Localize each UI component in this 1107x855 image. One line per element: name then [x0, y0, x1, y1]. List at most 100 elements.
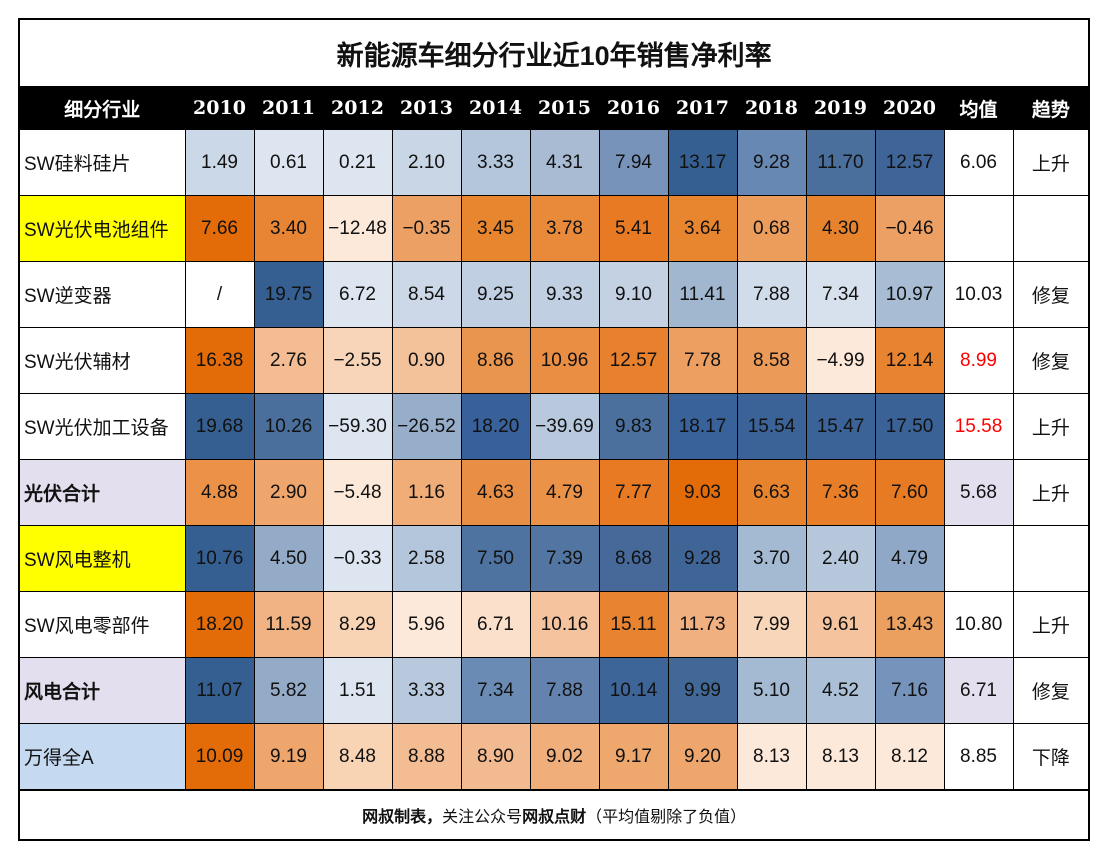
heatmap-cell: 0.90 — [391, 327, 462, 394]
footer-row: 网叔制表，关注公众号网叔点财（平均值剔除了负值） — [17, 789, 1091, 841]
trend-cell: 上升 — [1012, 459, 1090, 526]
column-header: 2010 — [184, 86, 255, 130]
average-cell: 8.99 — [943, 327, 1014, 394]
heatmap-cell: 7.66 — [184, 195, 255, 262]
column-header: 细分行业 — [18, 86, 186, 130]
heatmap-cell: 4.31 — [529, 129, 600, 196]
table-row: SW风电整机 10.76 4.50 −0.33 2.58 7.50 7.39 8.68 9.28… — [18, 525, 1090, 592]
heatmap-cell: 5.96 — [391, 591, 462, 658]
heatmap-cell: 5.82 — [253, 657, 324, 724]
heatmap-cell: 18.20 — [184, 591, 255, 658]
heatmap-cell: 3.45 — [460, 195, 531, 262]
heatmap-cell: / — [184, 261, 255, 328]
row-label: SW光伏辅材 — [18, 327, 186, 394]
average-cell: 8.85 — [943, 723, 1014, 791]
average-cell: 6.71 — [943, 657, 1014, 724]
heatmap-cell: 3.40 — [253, 195, 324, 262]
column-header: 2018 — [736, 86, 807, 130]
column-header: 趋势 — [1012, 86, 1090, 130]
table-title: 新能源车细分行业近10年销售净利率 — [17, 18, 1091, 87]
column-header: 2016 — [598, 86, 669, 130]
heatmap-cell: 4.88 — [184, 459, 255, 526]
heatmap-cell: 3.78 — [529, 195, 600, 262]
column-header: 2019 — [805, 86, 876, 130]
heatmap-cell: 9.02 — [529, 723, 600, 791]
row-label: SW光伏电池组件 — [18, 195, 186, 262]
heatmap-cell: 10.96 — [529, 327, 600, 394]
heatmap-cell: 6.71 — [460, 591, 531, 658]
row-label: 光伏合计 — [18, 459, 186, 526]
heatmap-cell: 9.99 — [667, 657, 738, 724]
column-header: 2013 — [391, 86, 462, 130]
heatmap-cell: 8.88 — [391, 723, 462, 791]
heatmap-cell: 13.17 — [667, 129, 738, 196]
footer-account: 网叔点财 — [522, 807, 587, 826]
heatmap-cell: 3.33 — [460, 129, 531, 196]
table-row: SW逆变器/19.75 6.72 8.54 9.25 9.33 9.10 11.41 7.88… — [18, 261, 1090, 328]
heatmap-cell: 2.40 — [805, 525, 876, 592]
heatmap-cell: 9.10 — [598, 261, 669, 328]
average-cell — [943, 525, 1014, 592]
trend-cell — [1012, 525, 1090, 592]
heatmap-cell: 7.77 — [598, 459, 669, 526]
heatmap-cell: 7.60 — [874, 459, 945, 526]
heatmap-cell: 9.17 — [598, 723, 669, 791]
heatmap-cell: 11.41 — [667, 261, 738, 328]
header-row: 细分行业 2010 2011 2012 2013 2014 2015 2016 2017 2018… — [18, 86, 1090, 130]
table-row: SW光伏电池组件 7.66 3.40 −12.48 −0.35 3.45 3.78 5.41 3… — [18, 195, 1090, 262]
footer-remark: （平均值剔除了负值） — [586, 807, 747, 826]
heatmap-cell: 3.70 — [736, 525, 807, 592]
footer-author: 网叔制表， — [362, 807, 443, 826]
trend-cell: 上升 — [1012, 591, 1090, 658]
heatmap-cell: 6.63 — [736, 459, 807, 526]
heatmap-cell: 18.20 — [460, 393, 531, 460]
heatmap-cell: 7.88 — [736, 261, 807, 328]
trend-cell — [1012, 195, 1090, 262]
profit-margin-table: 新能源车细分行业近10年销售净利率 细分行业 2010 2011 2012 2013 20… — [17, 18, 1091, 841]
trend-cell: 修复 — [1012, 261, 1090, 328]
heatmap-cell: 8.13 — [805, 723, 876, 791]
table-row: SW风电零部件 18.20 11.59 8.29 5.96 6.71 10.16 15.11 1… — [18, 591, 1090, 658]
heatmap-cell: 9.28 — [736, 129, 807, 196]
trend-cell: 下降 — [1012, 723, 1090, 791]
heatmap-cell: 9.25 — [460, 261, 531, 328]
profit-margin-table-container: 新能源车细分行业近10年销售净利率 细分行业 2010 2011 2012 2013 20… — [17, 18, 1091, 841]
heatmap-cell: 8.86 — [460, 327, 531, 394]
heatmap-cell: −39.69 — [529, 393, 600, 460]
heatmap-cell: −26.52 — [391, 393, 462, 460]
heatmap-cell: 1.16 — [391, 459, 462, 526]
heatmap-cell: −0.35 — [391, 195, 462, 262]
heatmap-cell: 7.16 — [874, 657, 945, 724]
trend-cell: 上升 — [1012, 393, 1090, 460]
heatmap-cell: 0.68 — [736, 195, 807, 262]
average-cell — [943, 195, 1014, 262]
heatmap-cell: 9.83 — [598, 393, 669, 460]
heatmap-cell: 9.28 — [667, 525, 738, 592]
table-row: SW硅料硅片 1.49 0.61 0.21 2.10 3.33 4.31 7.94 13.17 9… — [18, 129, 1090, 196]
heatmap-cell: 9.61 — [805, 591, 876, 658]
table-row: 光伏合计 4.88 2.90 −5.48 1.16 4.63 4.79 7.77 9.03 6.6… — [18, 459, 1090, 526]
column-header: 2015 — [529, 86, 600, 130]
heatmap-cell: 18.17 — [667, 393, 738, 460]
heatmap-cell: 7.39 — [529, 525, 600, 592]
row-label: SW光伏加工设备 — [18, 393, 186, 460]
heatmap-cell: 8.48 — [322, 723, 393, 791]
heatmap-cell: 10.09 — [184, 723, 255, 791]
heatmap-cell: 4.52 — [805, 657, 876, 724]
heatmap-cell: 7.34 — [460, 657, 531, 724]
average-cell: 5.68 — [943, 459, 1014, 526]
heatmap-cell: 4.79 — [874, 525, 945, 592]
heatmap-cell: −0.46 — [874, 195, 945, 262]
heatmap-cell: 2.76 — [253, 327, 324, 394]
heatmap-cell: 9.03 — [667, 459, 738, 526]
heatmap-cell: 10.76 — [184, 525, 255, 592]
table-row: 风电合计 11.07 5.82 1.51 3.33 7.34 7.88 10.14 9.99 5.… — [18, 657, 1090, 724]
heatmap-cell: 5.41 — [598, 195, 669, 262]
heatmap-cell: 19.75 — [253, 261, 324, 328]
table-row: SW光伏辅材 16.38 2.76 −2.55 0.90 8.86 10.96 12.57 7.… — [18, 327, 1090, 394]
heatmap-cell: 10.97 — [874, 261, 945, 328]
heatmap-cell: 13.43 — [874, 591, 945, 658]
footer-note: 网叔制表，关注公众号网叔点财（平均值剔除了负值） — [17, 789, 1091, 841]
heatmap-cell: 2.58 — [391, 525, 462, 592]
heatmap-cell: 10.26 — [253, 393, 324, 460]
